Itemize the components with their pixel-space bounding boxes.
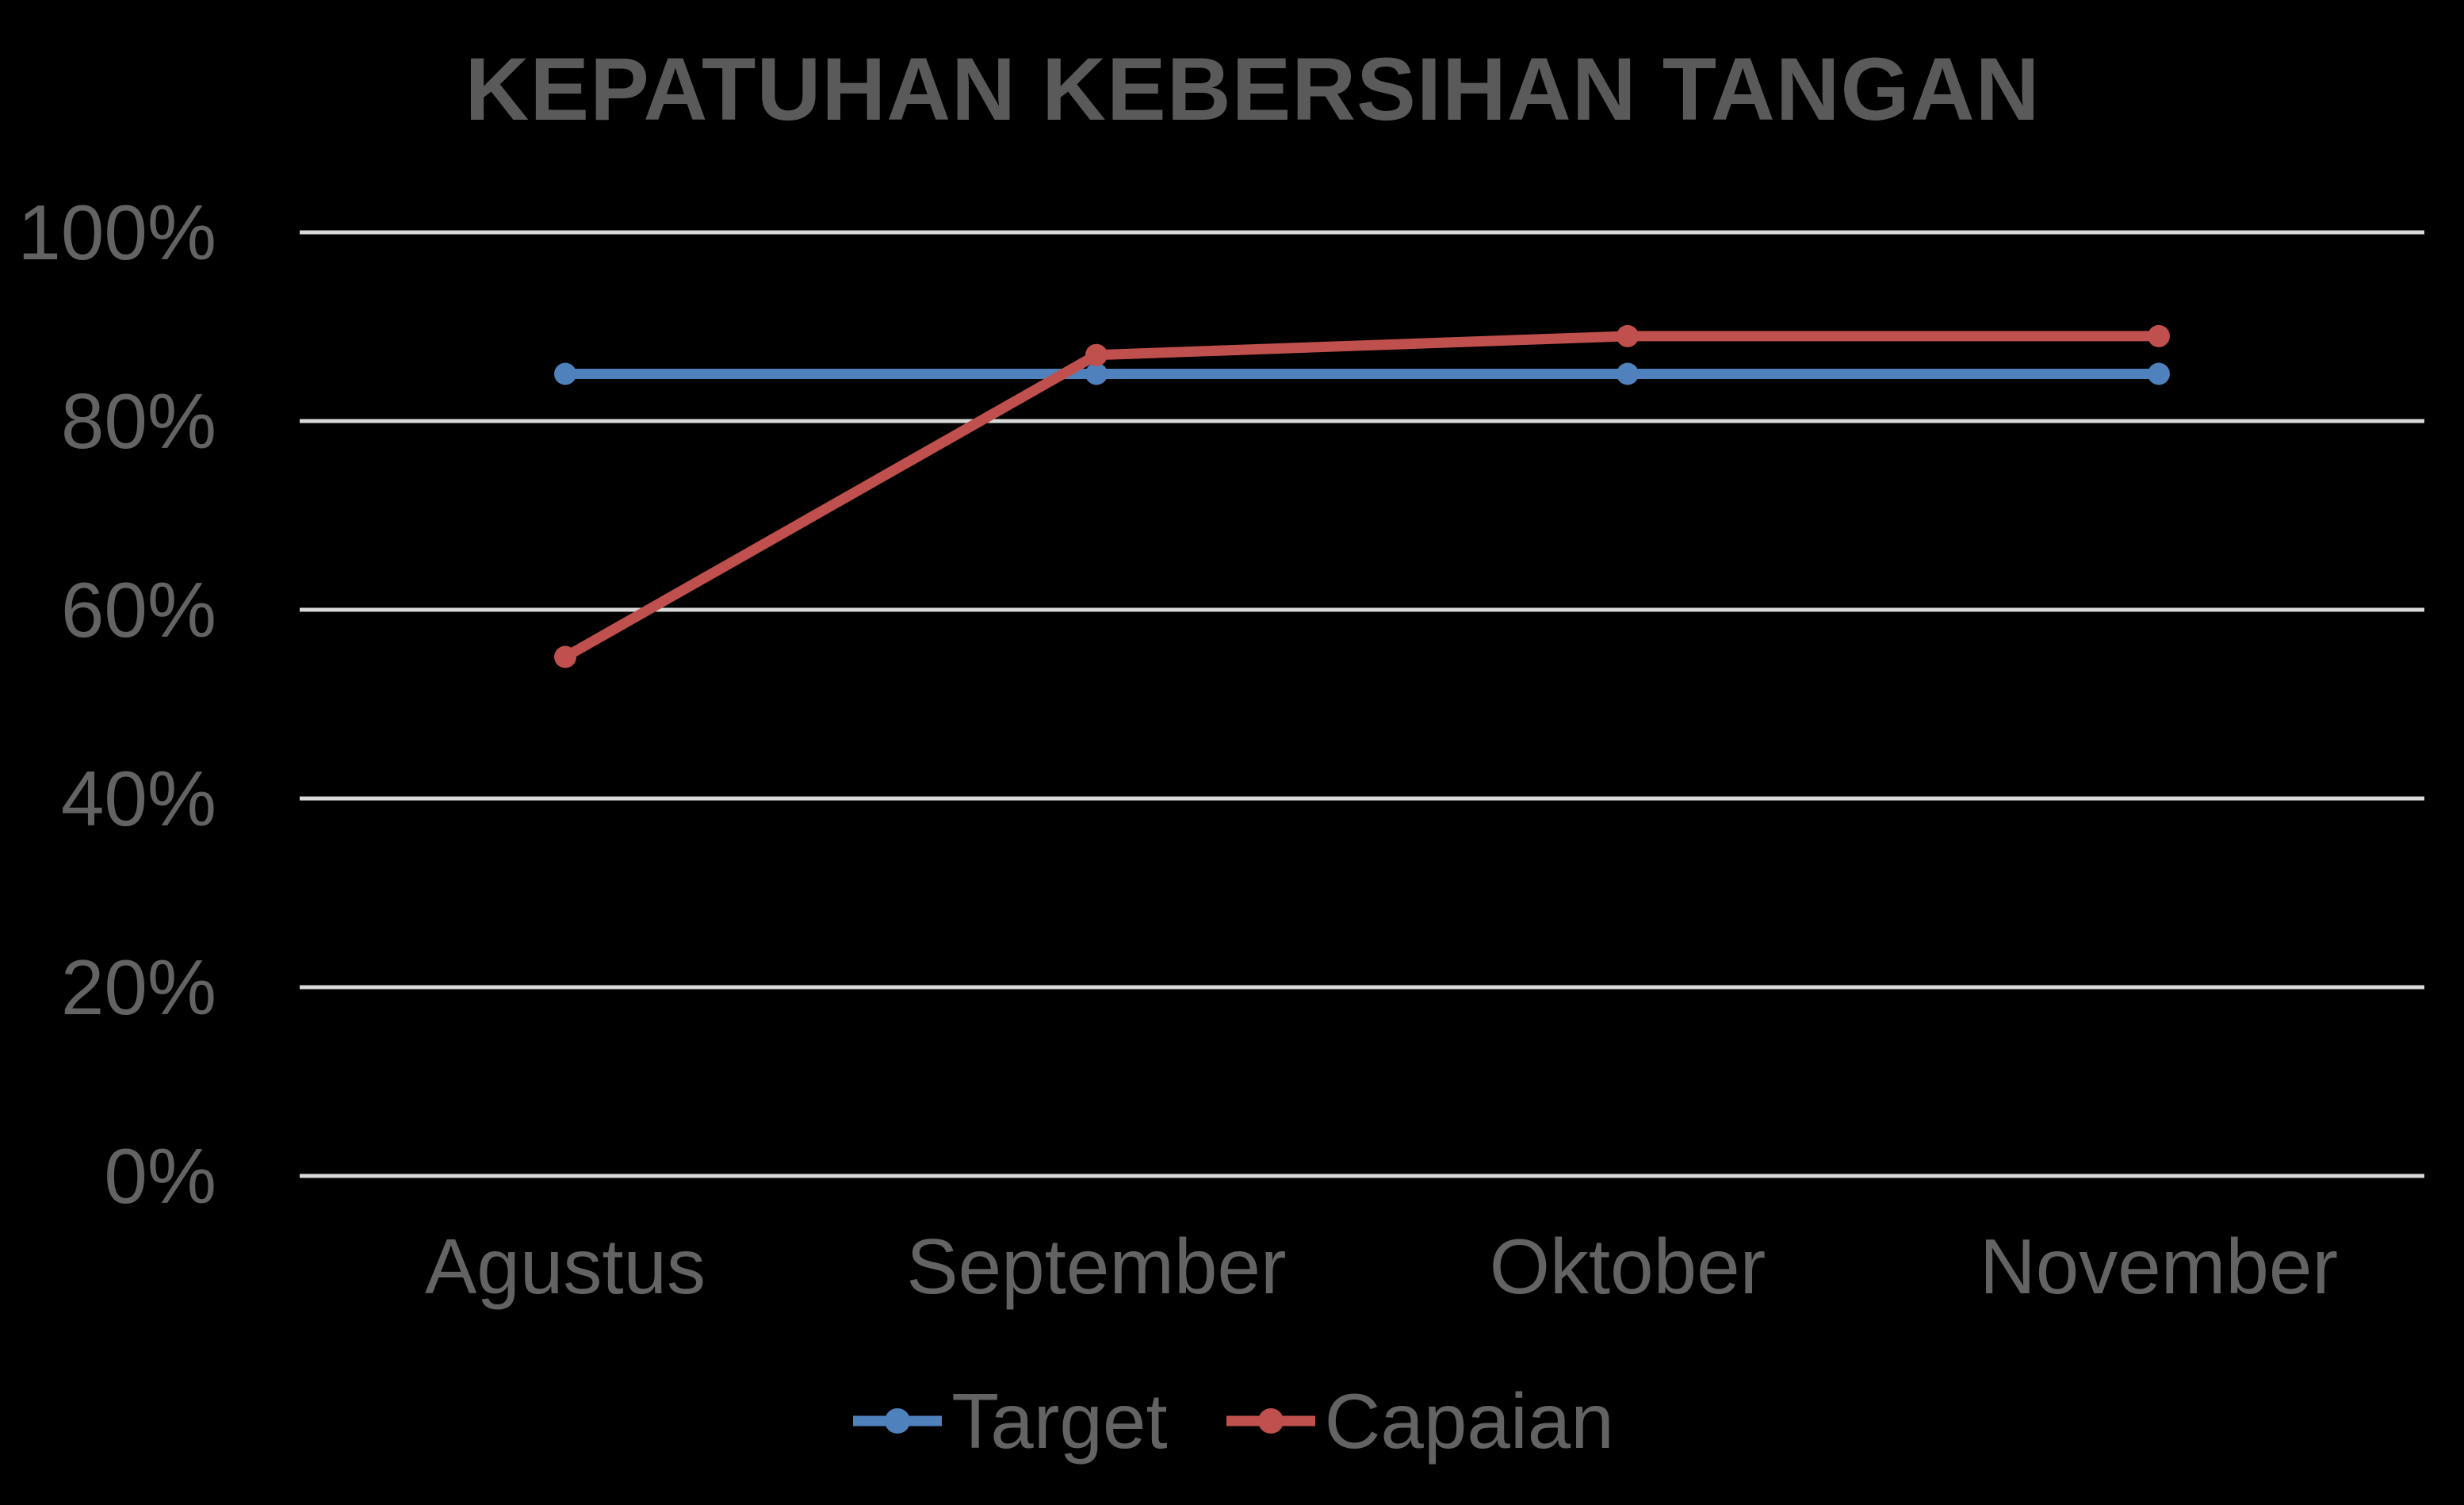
y-tick-label: 20% [60, 944, 216, 1031]
y-tick-label: 100% [17, 189, 216, 276]
y-tick-label: 80% [60, 377, 216, 465]
data-point-marker-capaian [1617, 324, 1639, 347]
data-point-marker-target [2148, 362, 2170, 385]
target-series-marker-icon [853, 1408, 943, 1434]
legend-label-capaian: Capaian [1324, 1377, 1614, 1465]
y-tick-label: 60% [60, 566, 216, 653]
data-point-marker-target [1085, 362, 1108, 385]
x-axis-label: Agustus [424, 1223, 706, 1310]
data-point-marker-capaian [1085, 343, 1108, 366]
legend-item-target: Target [850, 1377, 1168, 1465]
x-axis-label: Oktober [1489, 1223, 1766, 1310]
x-axis-label: September [906, 1223, 1287, 1310]
legend-item-capaian: Capaian [1223, 1382, 1614, 1460]
y-tick-label: 0% [104, 1132, 216, 1220]
chart-title: KEPATUHAN KEBERSIHAN TANGAN [465, 40, 2041, 139]
y-tick-label: 40% [60, 755, 216, 842]
series-line-capaian [562, 331, 2159, 662]
data-point-marker-target [554, 362, 576, 385]
data-point-marker-capaian [2148, 324, 2170, 347]
data-point-marker-target [1617, 362, 1639, 385]
capaian-series-marker-icon [1226, 1408, 1315, 1434]
legend: Target Capaian [0, 1365, 2464, 1476]
data-point-marker-capaian [554, 645, 576, 668]
legend-label-target: Target [951, 1377, 1168, 1465]
x-axis-label: November [1979, 1223, 2339, 1310]
